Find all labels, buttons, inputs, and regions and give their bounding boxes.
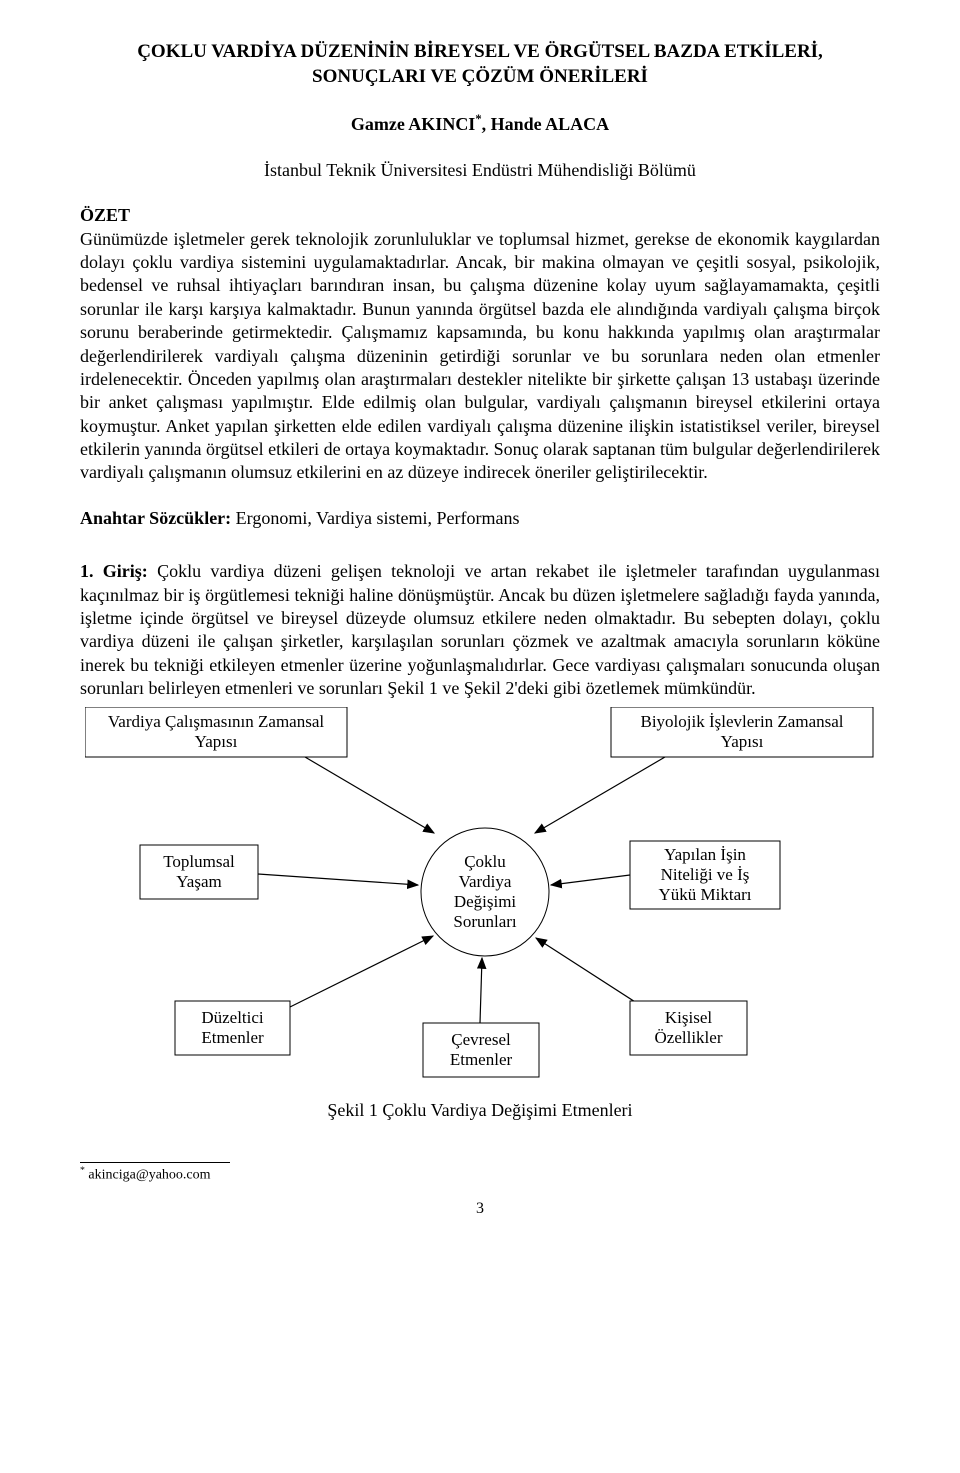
- svg-text:Etmenler: Etmenler: [201, 1028, 264, 1047]
- svg-text:Niteliği ve İş: Niteliği ve İş: [661, 865, 750, 884]
- keywords-label: Anahtar Sözcükler:: [80, 508, 236, 528]
- page-number: 3: [80, 1199, 880, 1220]
- svg-text:Yükü Miktarı: Yükü Miktarı: [658, 885, 751, 904]
- author-secondary: , Hande ALACA: [482, 114, 610, 134]
- intro-block: 1. Giriş: Çoklu vardiya düzeni gelişen t…: [80, 560, 880, 700]
- svg-text:Düzeltici: Düzeltici: [201, 1008, 264, 1027]
- svg-text:Vardiya Çalışmasının Zamansal: Vardiya Çalışmasının Zamansal: [108, 712, 325, 731]
- intro-text: Çoklu vardiya düzeni gelişen teknoloji v…: [80, 561, 880, 698]
- title-line-1: ÇOKLU VARDİYA DÜZENİNİN BİREYSEL VE ÖRGÜ…: [80, 40, 880, 65]
- svg-text:Çoklu: Çoklu: [464, 852, 506, 871]
- svg-text:Yaşam: Yaşam: [176, 872, 222, 891]
- flowchart-diagram: ÇokluVardiyaDeğişimiSorunları Vardiya Çal…: [85, 707, 875, 1087]
- affiliation: İstanbul Teknik Üniversitesi Endüstri Mü…: [80, 159, 880, 182]
- footnote-text: akinciga@yahoo.com: [85, 1168, 211, 1183]
- diagram-caption: Şekil 1 Çoklu Vardiya Değişimi Etmenleri: [80, 1099, 880, 1122]
- svg-text:Toplumsal: Toplumsal: [163, 852, 235, 871]
- author-primary: Gamze AKINCI: [351, 114, 476, 134]
- keywords-text: Ergonomi, Vardiya sistemi, Performans: [236, 508, 520, 528]
- svg-text:Biyolojik İşlevlerin Zamansal: Biyolojik İşlevlerin Zamansal: [640, 712, 843, 731]
- paper-title: ÇOKLU VARDİYA DÜZENİNİN BİREYSEL VE ÖRGÜ…: [80, 40, 880, 89]
- svg-text:Yapısı: Yapısı: [721, 732, 764, 751]
- footnote-separator: [80, 1162, 230, 1163]
- title-line-2: SONUÇLARI VE ÇÖZÜM ÖNERİLERİ: [80, 65, 880, 90]
- svg-text:Vardiya: Vardiya: [459, 872, 512, 891]
- diagram-container: ÇokluVardiyaDeğişimiSorunları Vardiya Çal…: [80, 707, 880, 1122]
- abstract-block: ÖZET Günümüzde işletmeler gerek teknoloj…: [80, 204, 880, 485]
- svg-text:Değişimi: Değişimi: [454, 892, 517, 911]
- svg-text:Yapılan İşin: Yapılan İşin: [664, 845, 746, 864]
- svg-text:Sorunları: Sorunları: [453, 912, 517, 931]
- svg-text:Yapısı: Yapısı: [195, 732, 238, 751]
- footnote: * akinciga@yahoo.com: [80, 1165, 880, 1185]
- svg-text:Çevresel: Çevresel: [451, 1030, 511, 1049]
- intro-label: 1. Giriş:: [80, 561, 157, 581]
- svg-text:Özellikler: Özellikler: [655, 1028, 723, 1047]
- svg-text:Kişisel: Kişisel: [665, 1008, 713, 1027]
- authors-line: Gamze AKINCI*, Hande ALACA: [80, 111, 880, 136]
- abstract-label: ÖZET: [80, 205, 130, 225]
- keywords-block: Anahtar Sözcükler: Ergonomi, Vardiya sis…: [80, 507, 880, 530]
- svg-text:Etmenler: Etmenler: [450, 1050, 513, 1069]
- abstract-text: Günümüzde işletmeler gerek teknolojik zo…: [80, 228, 880, 485]
